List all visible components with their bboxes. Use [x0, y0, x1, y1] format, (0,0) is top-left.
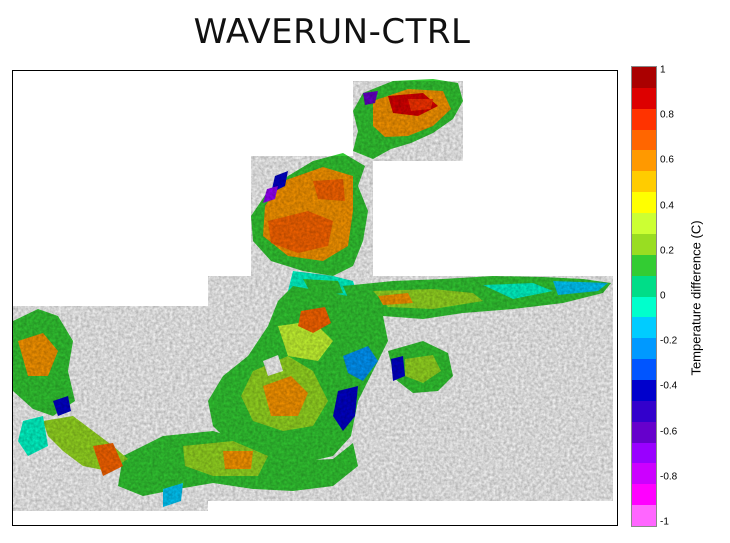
colorbar-tick-label: 0.4 — [660, 200, 674, 212]
colorbar-swatch — [632, 359, 656, 381]
colorbar-swatch — [632, 442, 656, 464]
colorbar-tick-label: -0.8 — [660, 471, 678, 483]
colorbar-swatch — [632, 317, 656, 339]
colorbar-swatch — [632, 171, 656, 193]
colorbar-swatch — [632, 150, 656, 172]
colorbar-swatch — [632, 213, 656, 235]
colorbar-swatch — [632, 254, 656, 277]
colorbar-tick-label: 0.8 — [660, 109, 674, 121]
colorbar-tick-label: 0 — [660, 290, 666, 302]
page-title: WAVERUN-CTRL — [193, 12, 471, 52]
colorbar-swatch — [632, 400, 656, 423]
colorbar-tick-label: 0.6 — [660, 154, 674, 166]
colorbar-swatch — [632, 484, 656, 506]
colorbar-swatch — [632, 233, 656, 256]
colorbar-swatch — [632, 463, 656, 485]
colorbar-swatch — [632, 296, 656, 318]
colorbar-swatch — [632, 129, 656, 151]
colorbar-swatch — [632, 67, 656, 89]
texture-overlay — [13, 81, 613, 511]
colorbar-swatch — [632, 505, 656, 527]
colorbar-swatch — [632, 192, 656, 214]
colorbar-tick-label: -0.6 — [660, 426, 678, 438]
colorbar-swatch — [632, 108, 656, 131]
map-panel — [12, 70, 618, 526]
colorbar-tick-label: 0.2 — [660, 245, 674, 257]
baltic-sea-map — [13, 79, 613, 511]
colorbar-swatch — [632, 275, 656, 297]
colorbar-tick-label: -0.2 — [660, 335, 678, 347]
colorbar — [631, 66, 657, 527]
colorbar-swatch — [632, 338, 656, 360]
colorbar-tick-label: 1 — [660, 64, 666, 76]
colorbar-swatch — [632, 87, 656, 110]
colorbar-label: Temperature difference (C) — [688, 220, 704, 376]
colorbar-swatch — [632, 379, 656, 402]
colorbar-tick-label: -1 — [660, 516, 669, 528]
colorbar-swatch — [632, 421, 656, 444]
colorbar-tick-label: -0.4 — [660, 380, 678, 392]
